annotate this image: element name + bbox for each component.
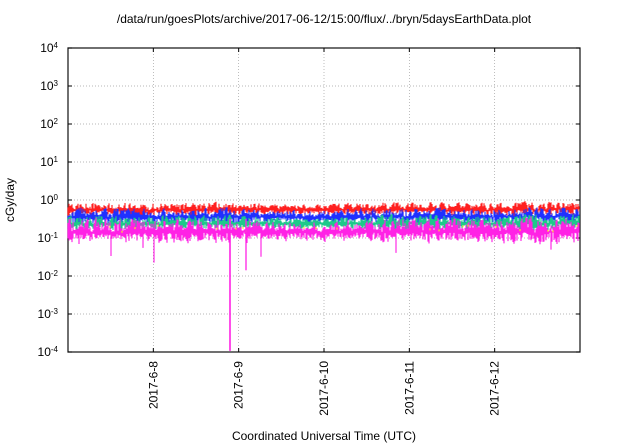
svg-text:2017-6-11: 2017-6-11 [402,361,416,415]
svg-text:2017-6-10: 2017-6-10 [317,361,331,416]
svg-text:2017-6-8: 2017-6-8 [146,361,160,409]
svg-text:/data/run/goesPlots/archive/20: /data/run/goesPlots/archive/2017-06-12/1… [117,12,532,26]
svg-text:2017-6-9: 2017-6-9 [232,361,246,409]
svg-text:2017-6-12: 2017-6-12 [488,361,502,416]
svg-text:cGy/day: cGy/day [3,178,17,222]
svg-text:Coordinated Universal Time (UT: Coordinated Universal Time (UTC) [232,429,416,443]
